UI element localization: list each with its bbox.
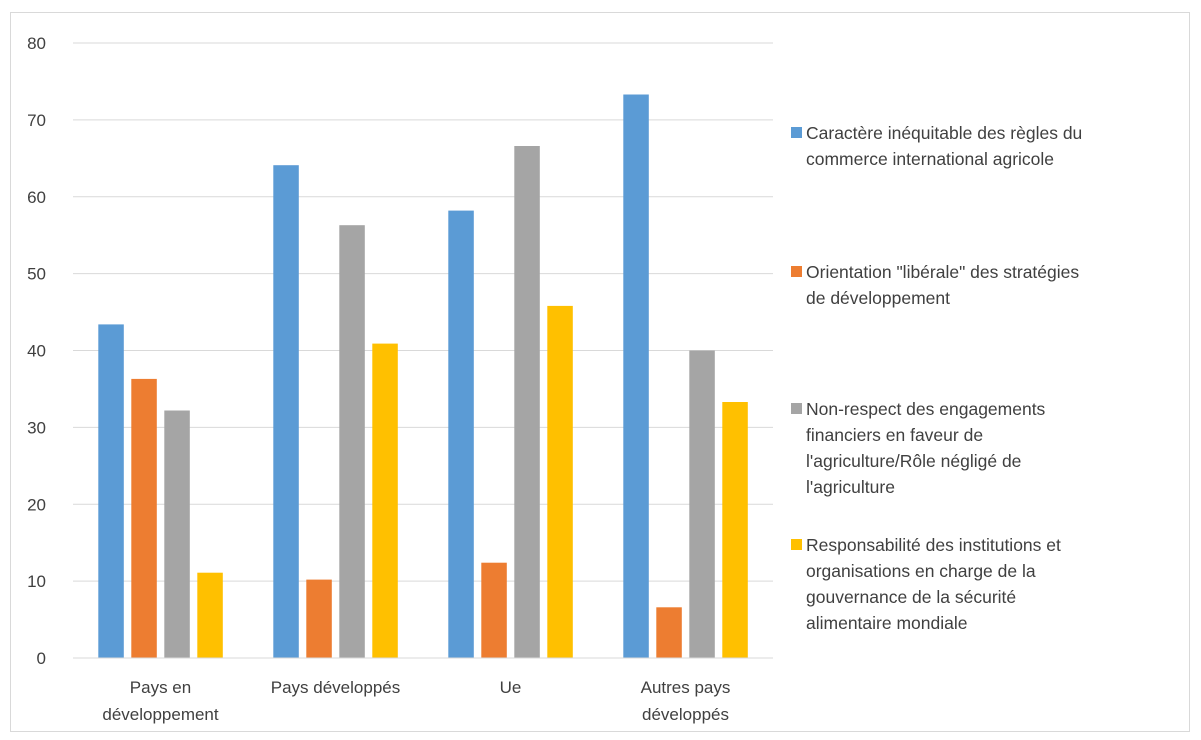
legend-swatch [791,403,802,414]
legend-swatch [791,539,802,550]
legend-item: Caractère inéquitable des règles du comme… [791,120,1191,172]
legend: Caractère inéquitable des règles du comme… [791,0,1201,740]
legend-label: Caractère inéquitable des règles du comme… [806,120,1186,172]
y-tick-label: 10 [27,572,46,591]
y-tick-label: 70 [27,111,46,130]
bars [98,94,748,658]
legend-label-line: Responsabilité des institutions et [806,535,1061,555]
legend-label-line: commerce international agricole [806,149,1055,169]
y-tick-label: 20 [27,495,46,514]
bar [131,378,157,658]
x-axis-categories: Pays en développement Pays développés Ue Aut… [102,678,730,724]
x-category-label: Pays en développement [102,678,219,724]
legend-label: Responsabilité des institutions et organi… [806,532,1186,636]
legend-label-line: gouvernance de la sécurité [806,587,1017,607]
bar [689,350,715,658]
y-tick-label: 0 [37,649,46,668]
y-axis-ticks: 0 10 20 30 40 50 60 70 80 [27,34,46,668]
legend-label-line: Caractère inéquitable des règles du [806,123,1083,143]
bar [481,562,507,658]
bar [306,579,332,658]
bar [514,146,540,658]
bar [339,225,365,658]
bar [547,305,573,658]
legend-label-line: de développement [806,288,950,308]
legend-item: Non-respect des engagements financiers en… [791,396,1191,500]
x-category-label: Pays développés [271,678,400,697]
bar [98,324,124,658]
bar [372,343,398,658]
legend-label-line: Non-respect des engagements [806,399,1046,419]
y-tick-label: 50 [27,265,46,284]
y-tick-label: 40 [27,342,46,361]
legend-label-line: financiers en faveur de [806,425,984,445]
bar [164,410,190,658]
x-category-label: Autres pays développés [641,678,731,724]
legend-swatch [791,266,802,277]
bar [656,607,682,658]
legend-item: Orientation "libérale" des stratégies de … [791,259,1191,311]
legend-label-line: alimentaire mondiale [806,613,968,633]
y-tick-label: 30 [27,418,46,437]
legend-label-line: organisations en charge de la [806,561,1036,581]
bar [273,165,299,658]
bar [197,572,223,658]
y-tick-label: 60 [27,188,46,207]
bar [448,210,474,658]
legend-label-line: l'agriculture/Rôle négligé de [806,451,1022,471]
y-tick-label: 80 [27,34,46,53]
legend-swatch [791,127,802,138]
bar [623,94,649,658]
x-category-label: Ue [500,678,522,697]
legend-label: Orientation "libérale" des stratégies de … [806,259,1186,311]
bar [722,402,748,658]
legend-item: Responsabilité des institutions et organi… [791,532,1191,636]
legend-label-line: l'agriculture [806,477,895,497]
legend-label-line: Orientation "libérale" des stratégies [806,262,1080,282]
legend-label: Non-respect des engagements financiers en… [806,396,1186,500]
